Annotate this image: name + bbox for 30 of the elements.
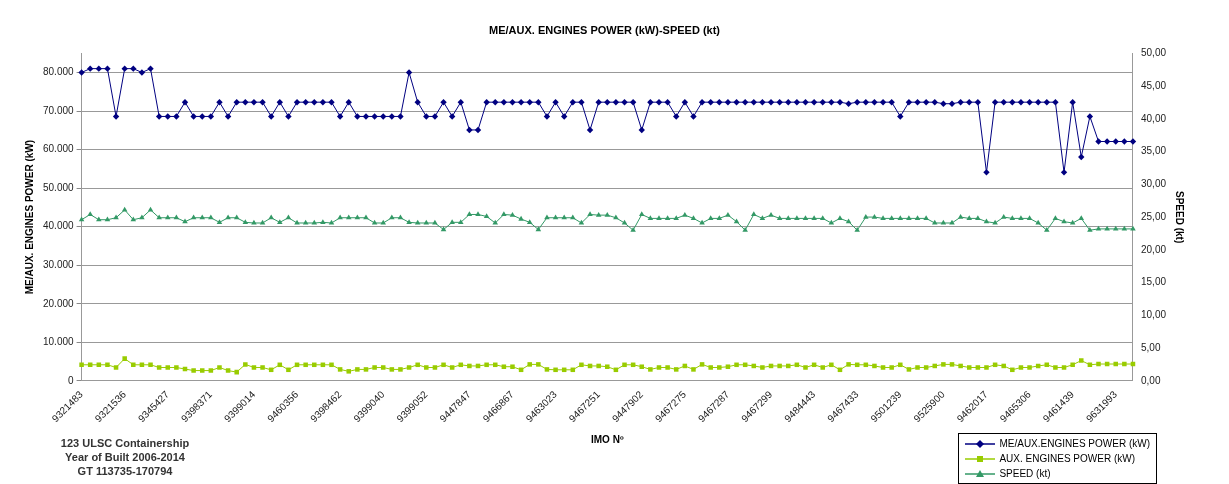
y2-tick-label: 20,00 xyxy=(1140,243,1167,255)
y-tick-label: 50.000 xyxy=(42,181,75,193)
y2-tick-label: 15,00 xyxy=(1140,276,1167,288)
text: 123 ULSC Containership xyxy=(59,436,191,450)
y2-tick-label: 10,00 xyxy=(1140,309,1167,321)
legend-label: SPEED (kt) xyxy=(999,468,1051,479)
y-tick-label: 10.000 xyxy=(42,336,75,348)
y2-tick-label: 0,00 xyxy=(1140,374,1161,386)
legend-label: AUX. ENGINES POWER (kW) xyxy=(999,453,1135,464)
x-axis-title: IMO Nº xyxy=(591,433,624,445)
chart-title: ME/AUX. ENGINES POWER (kW)-SPEED (kt) xyxy=(488,23,721,36)
y-tick-label: 60.000 xyxy=(42,143,75,155)
y2-axis-title: SPEED (kt) xyxy=(1174,190,1186,244)
y2-tick-label: 50,00 xyxy=(1140,46,1167,58)
text: GT 113735-170794 xyxy=(76,464,174,478)
text: Year of Built 2006-2014 xyxy=(64,450,186,464)
y-axis-title: ME/AUX. ENGINES POWER (kW) xyxy=(23,139,35,295)
y-tick-label: 40.000 xyxy=(42,220,75,232)
y2-tick-label: 40,00 xyxy=(1140,112,1167,124)
y2-tick-label: 45,00 xyxy=(1140,79,1167,91)
y2-tick-label: 35,00 xyxy=(1140,145,1167,157)
y-tick-label: 80.000 xyxy=(42,66,75,78)
y2-tick-label: 5,00 xyxy=(1140,341,1161,353)
y2-tick-label: 25,00 xyxy=(1140,210,1167,222)
y-tick-label: 20.000 xyxy=(42,297,75,309)
y-tick-label: 0 xyxy=(68,374,75,386)
y-tick-label: 30.000 xyxy=(42,259,75,271)
legend-label: ME/AUX.ENGINES POWER (kW) xyxy=(999,438,1150,449)
y-tick-label: 70.000 xyxy=(42,104,75,116)
y2-tick-label: 30,00 xyxy=(1140,178,1167,190)
